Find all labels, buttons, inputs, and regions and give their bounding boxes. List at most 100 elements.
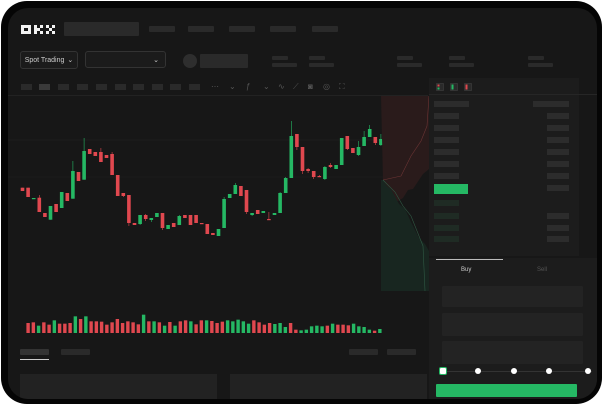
candle-body xyxy=(37,197,42,212)
volume-bar xyxy=(136,324,141,333)
total-input[interactable] xyxy=(442,341,583,364)
buy-button[interactable] xyxy=(436,384,577,397)
candle-body xyxy=(188,215,193,225)
orderbook-header-amount xyxy=(533,101,569,107)
candle-type-icon[interactable]: ⋯ xyxy=(211,82,219,91)
bid-depth-line xyxy=(382,179,426,291)
volume-bar xyxy=(157,322,162,333)
candle-body xyxy=(227,194,232,198)
chevron-down-icon[interactable]: ⌄ xyxy=(263,82,270,91)
bottom-tab-active[interactable] xyxy=(20,349,49,355)
interval-button[interactable] xyxy=(152,84,163,90)
candle-body xyxy=(115,175,120,196)
slider-handle[interactable] xyxy=(439,367,447,375)
volume-bar xyxy=(378,329,382,333)
nav-item[interactable] xyxy=(188,26,214,32)
volume-bar xyxy=(173,325,177,333)
market-type-dropdown[interactable]: Spot Trading ⌄ xyxy=(20,51,78,69)
candle-body xyxy=(289,136,294,178)
volume-bar xyxy=(52,320,57,333)
candle-body xyxy=(71,171,75,199)
candle-body xyxy=(48,206,53,220)
candle-body xyxy=(379,139,383,145)
okx-logo xyxy=(21,25,55,34)
interval-button[interactable] xyxy=(58,84,69,90)
settings-icon[interactable]: ◎ xyxy=(323,82,330,91)
bottom-filter[interactable] xyxy=(349,349,378,355)
interval-button[interactable] xyxy=(133,84,144,90)
candle-body xyxy=(255,210,260,214)
volume-bar xyxy=(315,325,319,333)
candle-body xyxy=(160,213,165,228)
tab-underline xyxy=(20,359,49,360)
ruler-icon[interactable]: ⟋ xyxy=(293,82,299,91)
candle-body xyxy=(362,137,366,146)
interval-button[interactable] xyxy=(21,84,32,90)
volume-bar xyxy=(225,320,230,333)
volume-bar xyxy=(126,321,130,333)
candle-body xyxy=(127,195,131,223)
candle-body xyxy=(311,171,316,177)
stat-label xyxy=(397,56,413,60)
bottom-filter[interactable] xyxy=(387,349,416,355)
sell-tab[interactable]: Sell xyxy=(537,267,548,273)
volume-bar xyxy=(246,323,251,333)
volume-bar xyxy=(42,322,46,333)
bottom-tab[interactable] xyxy=(61,349,90,355)
fullscreen-icon[interactable]: ⛶ xyxy=(339,82,345,91)
interval-button[interactable] xyxy=(170,84,181,90)
stat-value xyxy=(309,63,334,67)
orderbook-sell-icon[interactable] xyxy=(464,83,472,91)
buy-tab[interactable]: Buy xyxy=(461,267,472,273)
stat-value xyxy=(449,63,474,67)
search-bar[interactable] xyxy=(64,22,139,36)
volume-bar xyxy=(152,321,156,333)
draw-icon[interactable]: ∿ xyxy=(278,82,285,91)
amount-input[interactable] xyxy=(442,313,583,336)
candle-body xyxy=(99,152,103,162)
candle-body xyxy=(149,218,154,220)
volume-bar xyxy=(183,320,188,333)
candle-body xyxy=(205,224,210,234)
pair-dropdown[interactable]: ⌄ xyxy=(85,51,166,68)
volume-bar xyxy=(367,329,372,333)
ask-depth-area xyxy=(381,96,429,209)
pair-name xyxy=(200,54,248,68)
candle-body xyxy=(54,204,58,212)
ask-amount xyxy=(547,161,569,167)
slider-stop[interactable] xyxy=(475,368,481,374)
slider-stop[interactable] xyxy=(585,368,591,374)
slider-stop[interactable] xyxy=(546,368,552,374)
indicator-icon[interactable]: ƒ xyxy=(246,82,251,91)
ask-amount xyxy=(547,137,569,143)
volume-bar xyxy=(262,324,267,333)
volume-bar xyxy=(73,316,78,333)
nav-item[interactable] xyxy=(149,26,175,32)
nav-item[interactable] xyxy=(229,26,255,32)
volume-bar xyxy=(294,329,298,333)
volume-bar xyxy=(57,323,62,333)
orderbook-both-icon[interactable] xyxy=(436,83,444,91)
nav-item[interactable] xyxy=(312,26,338,32)
interval-button[interactable] xyxy=(96,84,107,90)
nav-item[interactable] xyxy=(270,26,296,32)
bid-price xyxy=(434,236,459,242)
camera-icon[interactable]: ◙ xyxy=(308,82,313,91)
orderbook-buy-icon[interactable] xyxy=(450,83,458,91)
candle-body xyxy=(87,149,92,154)
interval-button[interactable] xyxy=(39,84,50,90)
candle-body xyxy=(283,178,288,193)
orders-panel xyxy=(20,374,217,399)
slider-stop[interactable] xyxy=(511,368,517,374)
candle-body xyxy=(317,176,322,178)
price-input[interactable] xyxy=(442,286,583,307)
interval-button[interactable] xyxy=(189,84,200,90)
chevron-down-icon[interactable]: ⌄ xyxy=(229,82,236,91)
candlestick-chart[interactable] xyxy=(8,96,383,336)
interval-button[interactable] xyxy=(77,84,88,90)
candle-body xyxy=(300,147,305,171)
volume-bar xyxy=(84,316,88,333)
interval-button[interactable] xyxy=(115,84,126,90)
slider-track[interactable] xyxy=(442,371,592,372)
candle-body xyxy=(267,219,271,221)
